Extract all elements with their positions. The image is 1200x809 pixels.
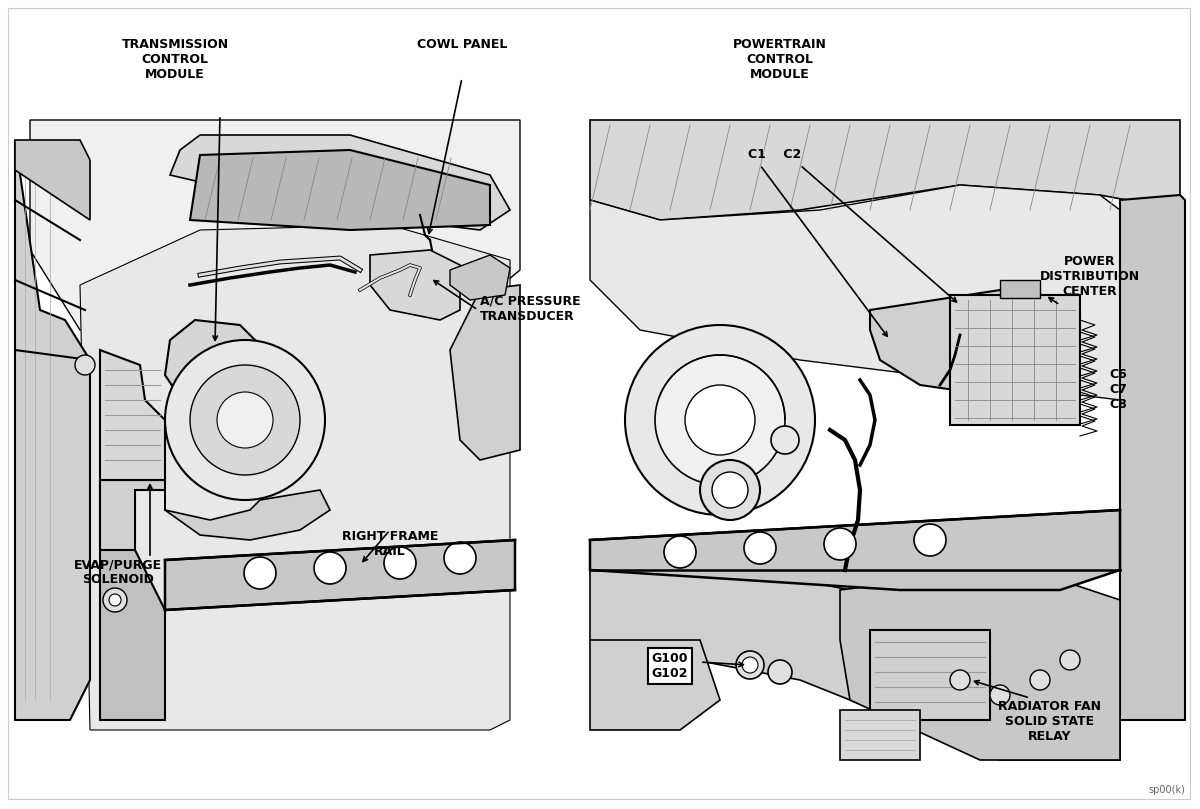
Circle shape <box>217 392 274 448</box>
Polygon shape <box>166 320 260 420</box>
Circle shape <box>444 542 476 574</box>
Polygon shape <box>370 250 460 320</box>
Polygon shape <box>590 185 1120 400</box>
Polygon shape <box>590 120 1180 220</box>
Circle shape <box>824 528 856 560</box>
Bar <box>870 630 990 720</box>
Polygon shape <box>190 150 490 230</box>
Text: RADIATOR FAN
SOLID STATE
RELAY: RADIATOR FAN SOLID STATE RELAY <box>998 700 1102 743</box>
Polygon shape <box>870 290 1080 395</box>
Polygon shape <box>14 140 90 220</box>
Text: EVAP/PURGE
SOLENOID: EVAP/PURGE SOLENOID <box>74 558 162 586</box>
Text: COWL PANEL: COWL PANEL <box>416 38 508 51</box>
Circle shape <box>914 524 946 556</box>
Circle shape <box>742 657 758 673</box>
Text: POWERTRAIN
CONTROL
MODULE: POWERTRAIN CONTROL MODULE <box>733 38 827 81</box>
Polygon shape <box>170 135 510 230</box>
Bar <box>840 710 920 760</box>
Polygon shape <box>100 350 166 480</box>
Polygon shape <box>30 120 520 330</box>
Circle shape <box>74 355 95 375</box>
Text: A/C PRESSURE
TRANSDUCER: A/C PRESSURE TRANSDUCER <box>480 295 581 323</box>
Polygon shape <box>100 480 166 720</box>
Polygon shape <box>450 285 520 460</box>
Polygon shape <box>840 570 1120 760</box>
Circle shape <box>685 385 755 455</box>
Circle shape <box>1060 650 1080 670</box>
Circle shape <box>1030 670 1050 690</box>
Bar <box>950 295 1080 425</box>
Polygon shape <box>1120 195 1186 720</box>
Polygon shape <box>590 510 1120 590</box>
Circle shape <box>244 557 276 589</box>
Polygon shape <box>166 540 515 610</box>
Circle shape <box>109 594 121 606</box>
Circle shape <box>700 460 760 520</box>
Text: POWER
DISTRIBUTION
CENTER: POWER DISTRIBUTION CENTER <box>1040 255 1140 298</box>
Circle shape <box>768 660 792 684</box>
Circle shape <box>744 532 776 564</box>
Circle shape <box>314 552 346 584</box>
Text: G100
G102: G100 G102 <box>652 652 689 680</box>
Polygon shape <box>100 480 166 550</box>
Text: sp00(k): sp00(k) <box>1148 785 1186 795</box>
Circle shape <box>950 670 970 690</box>
Polygon shape <box>450 255 510 300</box>
Text: TRANSMISSION
CONTROL
MODULE: TRANSMISSION CONTROL MODULE <box>121 38 228 81</box>
Circle shape <box>736 651 764 679</box>
Polygon shape <box>590 570 1120 760</box>
Text: C1    C2: C1 C2 <box>749 148 802 161</box>
Circle shape <box>190 365 300 475</box>
Polygon shape <box>166 460 330 540</box>
Polygon shape <box>80 225 510 730</box>
Circle shape <box>772 426 799 454</box>
Circle shape <box>384 547 416 579</box>
Circle shape <box>655 355 785 485</box>
Circle shape <box>990 685 1010 705</box>
Bar <box>1000 280 1040 298</box>
Circle shape <box>625 325 815 515</box>
Text: C6
C7
C8: C6 C7 C8 <box>1109 368 1127 411</box>
Polygon shape <box>14 140 90 720</box>
Circle shape <box>166 340 325 500</box>
Circle shape <box>664 536 696 568</box>
Circle shape <box>103 588 127 612</box>
Text: RIGHT FRAME
RAIL: RIGHT FRAME RAIL <box>342 530 438 558</box>
Circle shape <box>712 472 748 508</box>
Polygon shape <box>590 640 720 730</box>
